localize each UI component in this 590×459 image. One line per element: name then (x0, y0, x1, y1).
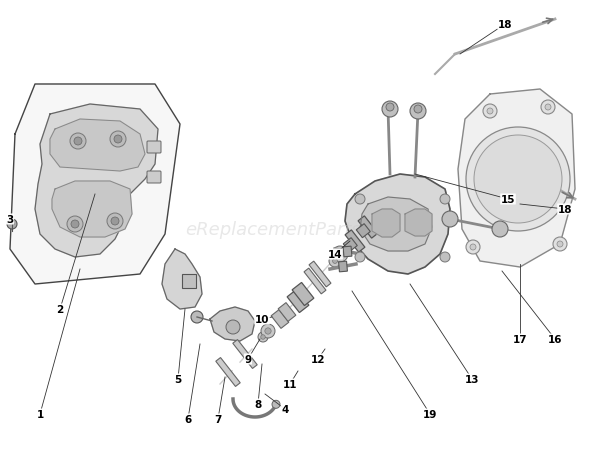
Circle shape (440, 195, 450, 205)
Polygon shape (278, 303, 296, 322)
Polygon shape (304, 269, 326, 294)
Circle shape (382, 102, 398, 118)
Polygon shape (35, 105, 158, 257)
Text: 15: 15 (501, 195, 515, 205)
Circle shape (541, 101, 555, 115)
Polygon shape (343, 246, 352, 257)
Circle shape (332, 246, 348, 263)
FancyBboxPatch shape (147, 142, 161, 154)
Circle shape (261, 335, 266, 340)
Circle shape (442, 212, 458, 228)
Polygon shape (210, 308, 255, 341)
Polygon shape (50, 120, 145, 172)
Circle shape (333, 259, 337, 264)
Polygon shape (343, 238, 358, 252)
Text: 12: 12 (311, 354, 325, 364)
Circle shape (265, 328, 271, 335)
Polygon shape (356, 224, 371, 238)
Polygon shape (358, 216, 378, 239)
Polygon shape (271, 310, 289, 329)
Circle shape (487, 109, 493, 115)
Circle shape (67, 217, 83, 233)
Circle shape (557, 241, 563, 247)
Polygon shape (372, 210, 400, 237)
FancyBboxPatch shape (147, 172, 161, 184)
FancyBboxPatch shape (182, 274, 196, 288)
Polygon shape (405, 210, 432, 236)
Circle shape (107, 213, 123, 230)
Text: 3: 3 (6, 214, 14, 224)
Polygon shape (360, 197, 432, 252)
Polygon shape (292, 283, 314, 306)
Circle shape (71, 220, 79, 229)
Polygon shape (233, 340, 257, 369)
Circle shape (272, 400, 280, 409)
Circle shape (114, 136, 122, 144)
Text: 8: 8 (254, 399, 261, 409)
Circle shape (355, 195, 365, 205)
Circle shape (191, 311, 203, 323)
Text: 2: 2 (57, 304, 64, 314)
Circle shape (474, 136, 562, 224)
Circle shape (70, 134, 86, 150)
Text: 1: 1 (37, 409, 44, 419)
Text: 7: 7 (214, 414, 222, 424)
Circle shape (329, 256, 341, 268)
Circle shape (261, 325, 275, 338)
Circle shape (440, 252, 450, 263)
Polygon shape (458, 90, 575, 268)
Polygon shape (345, 174, 450, 274)
Text: 18: 18 (558, 205, 572, 214)
Circle shape (410, 104, 426, 120)
Circle shape (74, 138, 82, 146)
Circle shape (226, 320, 240, 334)
Text: 17: 17 (513, 334, 527, 344)
Circle shape (492, 222, 508, 237)
Text: 18: 18 (498, 20, 512, 30)
Text: 9: 9 (244, 354, 251, 364)
Polygon shape (52, 182, 132, 237)
Text: 11: 11 (283, 379, 297, 389)
Polygon shape (339, 262, 348, 272)
Circle shape (545, 105, 551, 111)
Text: eReplacementParts.com: eReplacementParts.com (185, 220, 405, 239)
Polygon shape (10, 85, 180, 285)
Polygon shape (345, 230, 365, 252)
Text: 14: 14 (327, 249, 342, 259)
Text: 6: 6 (185, 414, 192, 424)
Circle shape (355, 252, 365, 263)
Circle shape (7, 219, 17, 230)
Circle shape (110, 132, 126, 148)
Polygon shape (216, 358, 240, 386)
Text: 13: 13 (465, 374, 479, 384)
Circle shape (414, 106, 422, 114)
Circle shape (483, 105, 497, 119)
Circle shape (470, 245, 476, 251)
Polygon shape (309, 262, 331, 287)
Text: 5: 5 (175, 374, 182, 384)
Text: 4: 4 (281, 404, 289, 414)
Text: 19: 19 (423, 409, 437, 419)
Text: 16: 16 (548, 334, 562, 344)
Circle shape (386, 104, 394, 112)
Polygon shape (162, 249, 202, 309)
Circle shape (553, 237, 567, 252)
Circle shape (111, 218, 119, 225)
Text: 10: 10 (255, 314, 269, 325)
Circle shape (466, 241, 480, 254)
Circle shape (258, 332, 268, 342)
Circle shape (466, 128, 570, 231)
Polygon shape (287, 290, 309, 313)
Circle shape (337, 251, 343, 257)
